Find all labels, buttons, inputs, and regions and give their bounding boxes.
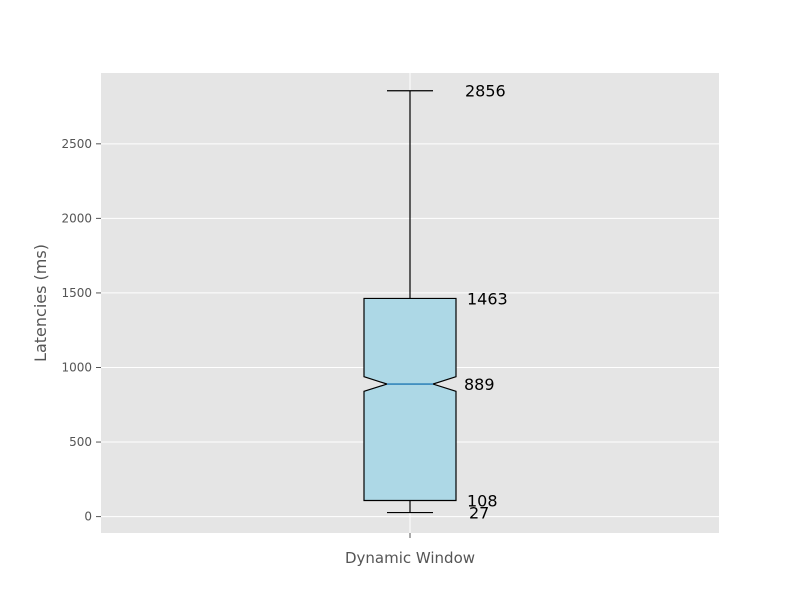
value-annotation: 1463	[467, 289, 508, 308]
y-axis-label: Latencies (ms)	[31, 244, 50, 362]
notched-box	[363, 297, 457, 502]
boxes	[363, 90, 457, 514]
y-tick-label: 2500	[61, 137, 92, 151]
axes: 0 500 1000 1500 2000 2500 Dynamic Window	[61, 137, 475, 567]
y-tick-label: 2000	[61, 211, 92, 225]
y-tick-label: 1500	[61, 286, 92, 300]
x-tick-label: Dynamic Window	[345, 549, 475, 567]
y-tick-label: 0	[84, 510, 92, 524]
y-tick-label: 1000	[61, 360, 92, 374]
value-annotation: 889	[464, 375, 495, 394]
value-annotation: 108	[467, 491, 498, 510]
y-tick-label: 500	[69, 435, 92, 449]
value-annotation: 27	[469, 504, 489, 523]
value-annotation: 2856	[465, 82, 506, 101]
